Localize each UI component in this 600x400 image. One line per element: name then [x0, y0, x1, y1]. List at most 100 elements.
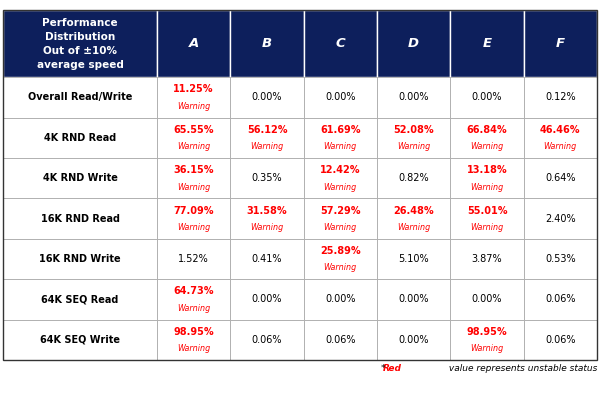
Text: 52.08%: 52.08% [394, 125, 434, 135]
Text: Warning: Warning [250, 223, 284, 232]
Bar [524, 77, 597, 118]
Text: 64K SEQ Read: 64K SEQ Read [41, 294, 119, 304]
Bar [451, 158, 524, 198]
Text: Red: Red [383, 364, 402, 373]
Bar [157, 279, 230, 320]
Text: 46.46%: 46.46% [540, 125, 581, 135]
Text: 0.00%: 0.00% [472, 294, 502, 304]
Bar [230, 118, 304, 158]
Bar [157, 239, 230, 279]
Bar [3, 10, 597, 360]
Bar [304, 320, 377, 360]
Text: 77.09%: 77.09% [173, 206, 214, 216]
Text: 0.06%: 0.06% [252, 335, 282, 345]
Text: 3.87%: 3.87% [472, 254, 502, 264]
Text: 11.25%: 11.25% [173, 84, 214, 94]
Text: 0.12%: 0.12% [545, 92, 575, 102]
Text: 0.00%: 0.00% [398, 92, 429, 102]
Bar [524, 158, 597, 198]
Text: 0.00%: 0.00% [252, 92, 282, 102]
Text: Performance
Distribution
Out of ±10%
average speed: Performance Distribution Out of ±10% ave… [37, 18, 124, 70]
Bar [3, 239, 157, 279]
Text: 66.84%: 66.84% [467, 125, 508, 135]
Text: 0.53%: 0.53% [545, 254, 575, 264]
Bar [3, 279, 157, 320]
Bar [3, 158, 157, 198]
Bar [157, 118, 230, 158]
Bar [157, 158, 230, 198]
Text: 0.00%: 0.00% [472, 92, 502, 102]
Text: 0.00%: 0.00% [398, 335, 429, 345]
Text: 1.52%: 1.52% [178, 254, 209, 264]
Bar [451, 320, 524, 360]
Text: E: E [482, 37, 491, 50]
Text: 64K SEQ Write: 64K SEQ Write [40, 335, 120, 345]
Bar [524, 10, 597, 77]
Text: Warning: Warning [324, 263, 357, 272]
Bar [304, 118, 377, 158]
Text: 55.01%: 55.01% [467, 206, 507, 216]
Bar [3, 118, 157, 158]
Bar [3, 77, 157, 118]
Bar [377, 320, 451, 360]
Text: Warning: Warning [324, 142, 357, 151]
Bar [377, 239, 451, 279]
Text: 4K RND Write: 4K RND Write [43, 173, 118, 183]
Text: Warning: Warning [250, 142, 284, 151]
Text: 0.41%: 0.41% [252, 254, 282, 264]
Bar [304, 198, 377, 239]
Text: 13.18%: 13.18% [467, 165, 508, 175]
Text: 0.00%: 0.00% [325, 92, 356, 102]
Bar [377, 10, 451, 77]
Bar [451, 239, 524, 279]
Text: 16K RND Write: 16K RND Write [39, 254, 121, 264]
Text: 0.06%: 0.06% [545, 335, 575, 345]
Bar [451, 10, 524, 77]
Text: Warning: Warning [470, 223, 503, 232]
Bar [451, 118, 524, 158]
Bar [304, 279, 377, 320]
Text: Warning: Warning [470, 182, 503, 192]
Bar [230, 77, 304, 118]
Text: Warning: Warning [324, 182, 357, 192]
Bar [230, 239, 304, 279]
Text: 25.89%: 25.89% [320, 246, 361, 256]
Text: Warning: Warning [544, 142, 577, 151]
Text: 0.35%: 0.35% [251, 173, 283, 183]
Text: 36.15%: 36.15% [173, 165, 214, 175]
Text: F: F [556, 37, 565, 50]
Text: 98.95%: 98.95% [173, 327, 214, 337]
Bar [230, 279, 304, 320]
Text: 0.00%: 0.00% [252, 294, 282, 304]
Text: 2.40%: 2.40% [545, 214, 575, 224]
Text: Warning: Warning [177, 102, 210, 111]
Text: 0.82%: 0.82% [398, 173, 429, 183]
Bar [524, 239, 597, 279]
Bar [451, 279, 524, 320]
Text: 64.73%: 64.73% [173, 286, 214, 296]
Text: 0.00%: 0.00% [325, 294, 356, 304]
Text: 16K RND Read: 16K RND Read [41, 214, 119, 224]
Text: Warning: Warning [177, 223, 210, 232]
Text: 56.12%: 56.12% [247, 125, 287, 135]
Text: 0.00%: 0.00% [398, 294, 429, 304]
Text: 61.69%: 61.69% [320, 125, 361, 135]
Text: 0.06%: 0.06% [545, 294, 575, 304]
Text: Warning: Warning [470, 142, 503, 151]
Bar [304, 158, 377, 198]
Bar [304, 77, 377, 118]
Bar [524, 279, 597, 320]
Bar [3, 198, 157, 239]
Text: 0.64%: 0.64% [545, 173, 575, 183]
Text: Warning: Warning [470, 344, 503, 353]
Bar [304, 239, 377, 279]
Text: Warning: Warning [397, 223, 430, 232]
Bar [157, 10, 230, 77]
Bar [157, 320, 230, 360]
Bar [524, 198, 597, 239]
Bar [377, 77, 451, 118]
Bar [3, 320, 157, 360]
Text: Overall Read/Write: Overall Read/Write [28, 92, 132, 102]
Text: Warning: Warning [177, 182, 210, 192]
Text: *: * [380, 364, 385, 373]
